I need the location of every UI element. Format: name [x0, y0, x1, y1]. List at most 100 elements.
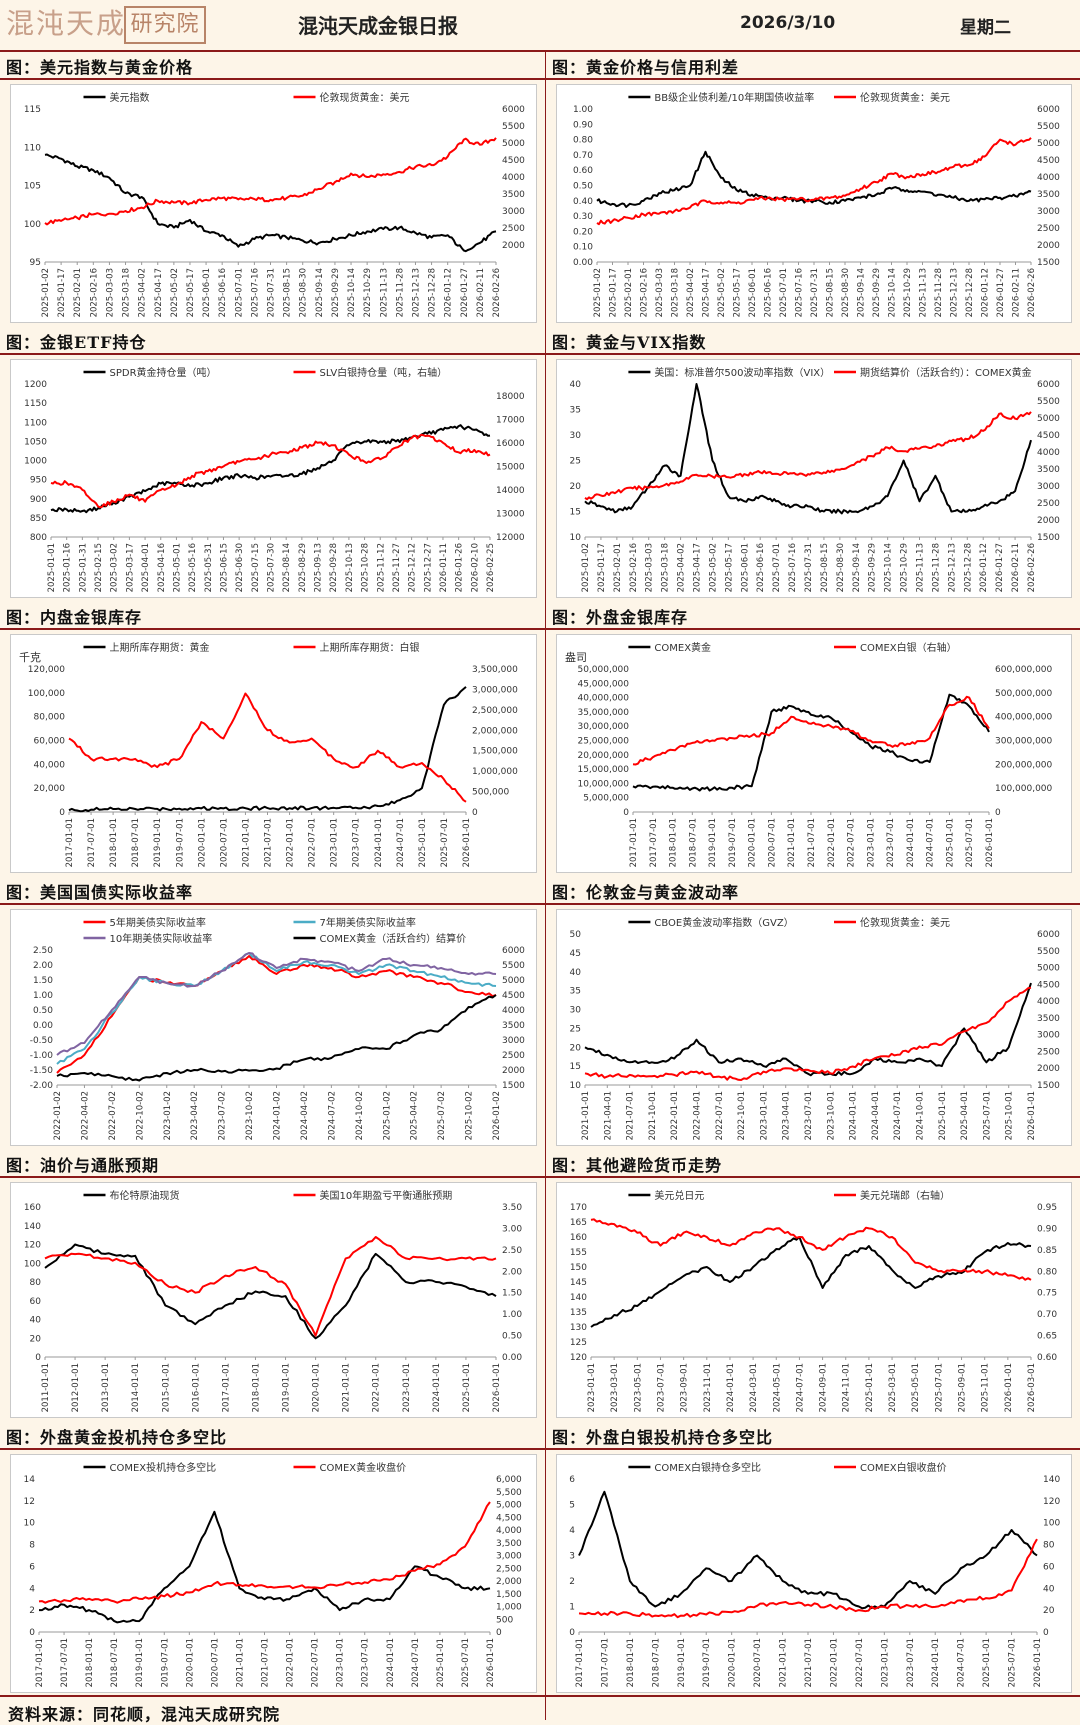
legend-label: COMEX白银持仓多空比: [654, 1461, 761, 1474]
section-7: 图：美国国债实际收益率: [0, 875, 545, 905]
x-tick-label: 2019-01-01: [135, 1638, 145, 1687]
y-tick-right: 1500: [1037, 533, 1060, 543]
x-tick-label: 2025-01-01: [865, 1363, 875, 1412]
y-tick-left: 0.70: [573, 151, 593, 161]
chart-panel-9: 布伦特原油现货 美国10年期盈亏平衡通胀预期 0 20 40 60 80 100 120 140 1…: [10, 1182, 537, 1418]
section-title: 图：美元指数与黄金价格: [6, 58, 194, 77]
x-tick-label: 2026-01-01: [492, 1363, 502, 1412]
y-tick-left: 35: [570, 987, 581, 997]
report-footer: 资料来源：同花顺，混沌天成研究院: [0, 1695, 1080, 1725]
x-tick-label: 2017-01-01: [575, 1638, 585, 1687]
x-tick-label: 2022-10-02: [135, 1091, 145, 1140]
y-tick-right: 1,000: [496, 1603, 522, 1613]
section-title: 图：黄金与VIX指数: [552, 333, 707, 352]
section-4: 图：黄金与VIX指数: [546, 325, 1080, 355]
chart-panel-3: SPDR黄金持仓量（吨） SLV白银持仓量（吨，右轴） 800 850 900 950 10…: [10, 359, 537, 598]
legend-label: 伦敦现货黄金：美元: [860, 91, 950, 104]
chart-svg: BB级企业债利差/10年期国债收益率 伦敦现货黄金：美元 0.00 0.10 0.20 0…: [573, 91, 1060, 317]
x-tick-label: 2025-03-02: [110, 543, 120, 592]
y-tick-right: 5000: [1037, 964, 1060, 974]
y-tick-left: 5: [569, 1501, 575, 1511]
y-tick-left: 15: [570, 1062, 581, 1072]
y-tick-left: 45: [570, 949, 581, 959]
y-tick-left: 0.30: [573, 212, 593, 222]
report-weekday: 星期二: [960, 18, 1011, 38]
chart-panel-5: 上期所库存期货：黄金 上期所库存期货：白银 千克 0 20,000 40,000 60,00…: [10, 634, 537, 873]
x-tick-label: 2025-04-02: [677, 543, 687, 592]
y-tick-right: 0.80: [1037, 1267, 1057, 1277]
x-tick-label: 2025-01-02: [593, 268, 603, 317]
y-tick-right: 2,500: [496, 1564, 522, 1574]
x-tick-label: 2025-09-14: [315, 268, 325, 317]
y-tick-left: 20: [570, 1043, 582, 1053]
x-tick-label: 2025-01-01: [418, 818, 428, 867]
x-tick-label: 2023-01-01: [587, 1363, 597, 1412]
legend-label: 5年期美债实际收益率: [110, 916, 206, 929]
y-tick-left: 1150: [24, 399, 47, 409]
y-tick-left: 20: [30, 1334, 42, 1344]
y-tick-left: 0: [569, 1628, 575, 1638]
x-tick-label: 2012-01-01: [71, 1363, 81, 1412]
x-tick-label: 2025-05-02: [717, 268, 727, 317]
y-tick-right: 0.50: [502, 1332, 522, 1342]
chart-svg: COMEX黄金 COMEX白银（右轴） 盎司 0 5,000,000 10,000,000…: [565, 641, 1053, 867]
y-tick-right: 600,000,000: [995, 665, 1053, 675]
chart-panel-2: BB级企业债利差/10年期国债收益率 伦敦现货黄金：美元 0.00 0.10 0.20 0…: [556, 84, 1072, 323]
y-tick-left: 105: [24, 182, 41, 192]
y-tick-right: 5,500: [496, 1488, 522, 1498]
x-tick-label: 2022-01-01: [286, 818, 296, 867]
x-tick-label: 2020-01-01: [728, 1638, 738, 1687]
x-tick-label: 2024-07-01: [893, 1091, 903, 1140]
x-tick-label: 2024-01-01: [849, 1091, 859, 1140]
series-line: [578, 1538, 1038, 1619]
series-line: [632, 693, 990, 792]
y-tick-right: 0: [472, 808, 478, 818]
x-tick-label: 2024-01-01: [906, 818, 916, 867]
x-tick-label: 2025-11-28: [395, 268, 405, 317]
report-header: 混沌天成 研究院 混沌天成金银日报 2026/3/10 星期二: [0, 0, 1080, 52]
section-title: 图：其他避险货币走势: [552, 1156, 723, 1175]
x-tick-label: 2024-01-01: [726, 1363, 736, 1412]
x-tick-label: 2025-04-16: [157, 543, 167, 592]
x-tick-label: 2019-01-01: [708, 818, 718, 867]
series-line: [50, 433, 491, 509]
x-tick-label: 2025-01-02: [581, 543, 591, 592]
y-tick-left: 40: [570, 380, 582, 390]
x-tick-label: 2021-10-01: [648, 1091, 658, 1140]
series-line: [584, 411, 1032, 501]
chart-panel-8: CBOE黄金波动率指数（GVZ） 伦敦现货黄金：美元 10 15 20 25 30 35 40 4…: [556, 909, 1072, 1146]
y-tick-right: 4,500: [496, 1513, 522, 1523]
y-tick-left: 15,000,000: [577, 765, 629, 775]
y-tick-left: 0: [35, 1353, 41, 1363]
y-tick-right: 500: [496, 1615, 513, 1625]
y-tick-left: 45,000,000: [577, 679, 629, 689]
x-tick-label: 2024-10-01: [916, 1091, 926, 1140]
x-tick-label: 2020-01-01: [312, 1363, 322, 1412]
x-tick-label: 2026-02-11: [476, 268, 486, 317]
y-tick-left: 12: [24, 1497, 35, 1507]
section-title: 图：金银ETF持仓: [6, 333, 147, 352]
x-tick-label: 2025-03-03: [645, 543, 655, 592]
y-tick-right: 20: [1043, 1606, 1055, 1616]
x-tick-label: 2025-02-16: [629, 543, 639, 592]
x-tick-label: 2025-05-02: [708, 543, 718, 592]
x-tick-label: 2025-06-15: [219, 543, 229, 592]
x-tick-label: 2025-01-01: [982, 1638, 992, 1687]
x-tick-label: 2025-08-30: [841, 268, 851, 317]
y-tick-left: 5,000,000: [583, 794, 629, 804]
y-tick-right: 0.75: [1037, 1289, 1057, 1299]
x-tick-label: 2018-01-01: [109, 818, 119, 867]
y-tick-left: 50,000,000: [577, 665, 629, 675]
y-tick-right: 1500: [1037, 1081, 1060, 1091]
x-tick-label: 2026-02-26: [1027, 543, 1037, 592]
y-tick-right: 2000: [502, 1066, 525, 1076]
x-tick-label: 2021-07-01: [626, 1091, 636, 1140]
y-tick-left: 0: [59, 808, 65, 818]
y-tick-left: 40: [30, 1316, 42, 1326]
x-tick-label: 2024-09-01: [819, 1363, 829, 1412]
y-tick-right: 4000: [502, 1006, 525, 1016]
x-tick-label: 2025-08-15: [820, 543, 830, 592]
y-tick-left: 6: [569, 1475, 575, 1485]
y-tick-left: 50: [570, 930, 582, 940]
y-tick-right: 13000: [496, 509, 525, 519]
